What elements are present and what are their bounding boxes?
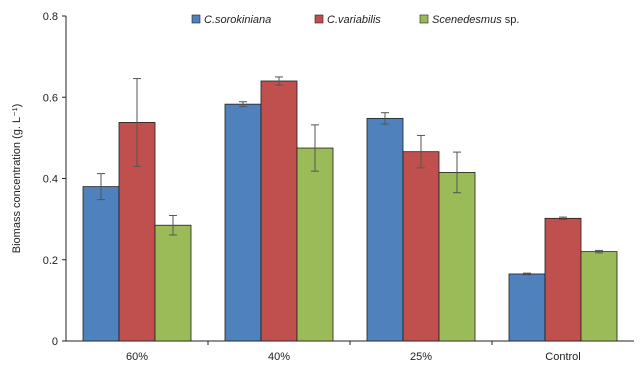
x-tick-label: 40% [268,351,290,363]
x-tick-label: 60% [126,351,148,363]
y-tick-label: 0.2 [43,255,58,267]
x-tick-label: 25% [410,351,432,363]
x-tick-label: Control [545,351,580,363]
bar-scenedesmus-sp-2 [438,172,476,342]
bar-c-variabilis-1 [260,80,298,342]
bar-c-variabilis-3 [544,217,582,342]
y-tick-label: 0.6 [43,92,58,104]
legend-label: C.variabilis [327,14,381,26]
legend-label: Scenedesmus sp. [432,14,519,26]
bars-layer [82,80,618,342]
bar-c-sorokiniana-2 [366,117,404,342]
error-bars-layer [97,76,603,276]
y-tick-label: 0.8 [43,11,58,23]
y-axis-label: Biomass concentration (g. L⁻¹) [11,104,23,253]
y-tick-label: 0.4 [43,174,58,186]
legend-swatch [191,14,201,24]
bar-c-variabilis-2 [402,151,440,342]
bar-c-sorokiniana-3 [508,273,546,342]
legend-swatch [314,14,324,24]
legend-swatch [419,14,429,24]
legend-label: C.sorokiniana [204,14,271,26]
bar-scenedesmus-sp-0 [154,224,192,342]
y-tick-label: 0 [52,336,58,348]
bar-scenedesmus-sp-1 [296,147,334,342]
bar-c-sorokiniana-1 [224,103,262,342]
bar-scenedesmus-sp-3 [580,251,618,342]
legend: C.sorokiniana C.variabilis Scenedesmus sp. [191,14,519,26]
bar-c-sorokiniana-0 [82,186,120,342]
